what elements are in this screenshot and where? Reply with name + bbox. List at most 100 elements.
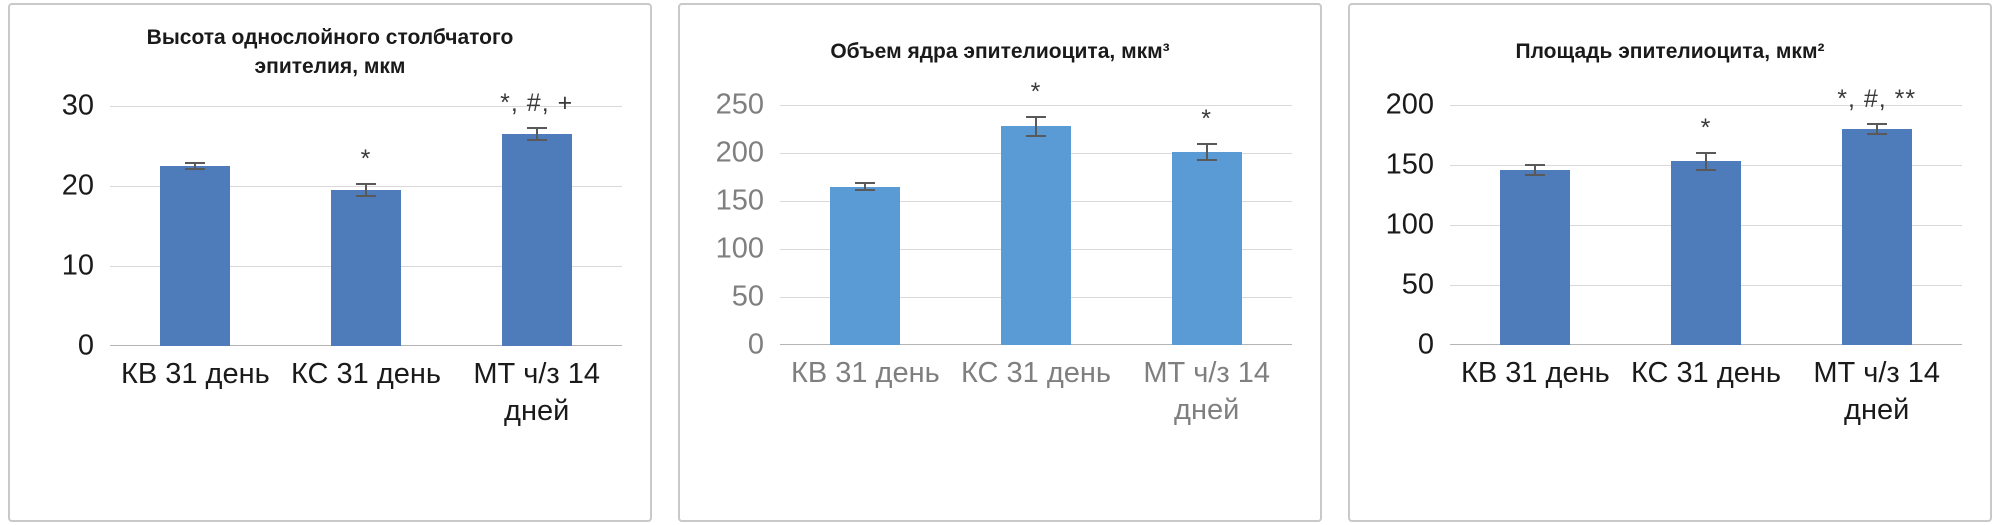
x-category-label: КС 31 день xyxy=(1630,357,1782,389)
error-bar xyxy=(1525,163,1546,176)
y-tick-label: 50 xyxy=(1401,268,1434,301)
error-bar-cap xyxy=(1866,133,1887,135)
y-tick-label: 150 xyxy=(715,184,764,217)
error-bar-cap xyxy=(185,167,206,170)
y-tick-label: 10 xyxy=(61,249,94,282)
bar-columns: * *, #, ** xyxy=(1450,85,1962,345)
y-tick-label: 200 xyxy=(1385,88,1434,121)
error-bar-cap xyxy=(356,182,376,185)
significance-annotation: * xyxy=(360,144,372,173)
error-bar xyxy=(185,161,206,170)
chart-title-text: Высота однослойного столбчатого эпителия… xyxy=(146,26,514,79)
error-bar-stem xyxy=(1534,163,1537,176)
y-tick-label: 30 xyxy=(61,89,94,122)
chart-title-text: Площадь эпителиоцита, мкм² xyxy=(1515,40,1825,64)
x-category-label: МТ ч/з 14 дней xyxy=(473,357,601,427)
bar-column xyxy=(1450,105,1621,345)
error-bar-cap xyxy=(855,181,876,184)
error-bar xyxy=(1866,123,1887,135)
bar-column: * xyxy=(1621,105,1792,345)
x-category-label: КВ 31 день xyxy=(120,357,270,390)
chart-panel-epithelium-height: Высота однослойного столбчатого эпителия… xyxy=(8,3,652,522)
error-bar-stem xyxy=(1705,151,1707,171)
error-bar-cap xyxy=(356,194,376,197)
y-tick-label: 250 xyxy=(715,88,764,121)
x-category-label: МТ ч/з 14 дней xyxy=(1143,357,1271,427)
x-category-label: КС 31 день xyxy=(960,357,1112,389)
bar xyxy=(160,165,231,346)
error-bar xyxy=(855,181,876,192)
error-bar-cap xyxy=(185,161,206,164)
bar-column xyxy=(780,105,951,345)
gridline xyxy=(780,105,1292,106)
error-bar-cap xyxy=(1525,163,1546,166)
y-tick-label: 150 xyxy=(1385,148,1434,181)
y-tick-label: 0 xyxy=(747,328,764,361)
y-tick-label: 0 xyxy=(77,329,94,362)
significance-annotation: * xyxy=(1700,113,1712,142)
error-bar-stem xyxy=(535,126,538,141)
chart-panel-cell-area: Площадь эпителиоцита, мкм² 0 50 100 150 200 *… xyxy=(1348,3,1992,522)
gridline xyxy=(110,105,622,107)
error-bar-stem xyxy=(1875,123,1878,135)
x-axis-labels: КВ 31 день КС 31 день МТ ч/з 14 дней xyxy=(1450,355,1962,429)
bar-column xyxy=(110,106,281,346)
error-bar-stem xyxy=(864,181,867,192)
bar xyxy=(331,189,401,346)
significance-annotation: * xyxy=(1201,105,1213,134)
y-tick-label: 100 xyxy=(1385,208,1434,241)
error-bar-stem xyxy=(194,161,197,170)
error-bar-cap xyxy=(526,126,547,129)
significance-annotation: *, #, ** xyxy=(1837,85,1917,113)
bar-columns: * *, #, + xyxy=(110,89,622,346)
bar xyxy=(501,133,572,346)
chart-area: 0 10 20 30 * *, #, + КВ 31 день КС 31 день МТ ч… xyxy=(62,89,622,430)
bar xyxy=(1671,161,1741,345)
y-tick-label: 20 xyxy=(61,169,94,202)
error-bar-cap xyxy=(1696,168,1716,171)
x-category-label: МТ ч/з 14 дней xyxy=(1813,357,1941,427)
error-bar-cap xyxy=(1026,134,1046,137)
y-tick-label: 100 xyxy=(715,232,764,265)
significance-annotation: *, #, + xyxy=(500,88,574,117)
significance-annotation: * xyxy=(1030,77,1042,106)
error-bar-cap xyxy=(1026,115,1046,118)
chart-title: Объем ядра эпителиоцита, мкм³ xyxy=(680,23,1320,81)
bar xyxy=(1171,152,1242,345)
plot-area: 0 50 100 150 200 250 * * xyxy=(716,78,1292,359)
error-bar-stem xyxy=(1205,143,1208,161)
error-bar-cap xyxy=(855,189,876,192)
plot-area: 0 50 100 150 200 * *, #, ** xyxy=(1386,85,1962,359)
x-axis-labels: КВ 31 день КС 31 день МТ ч/з 14 дней xyxy=(780,355,1292,429)
y-tick-label: 0 xyxy=(1417,328,1434,361)
bar xyxy=(1500,169,1571,345)
chart-area: 0 50 100 150 200 * *, #, ** КВ 31 день КС 31 де… xyxy=(1386,85,1962,429)
error-bar xyxy=(356,182,376,197)
chart-title-text: Объем ядра эпителиоцита, мкм³ xyxy=(830,40,1170,64)
error-bar xyxy=(1026,115,1046,137)
bar xyxy=(1841,129,1912,345)
error-bar-cap xyxy=(1696,151,1716,154)
x-category-label: КВ 31 день xyxy=(790,357,940,389)
chart-title: Площадь эпителиоцита, мкм² xyxy=(1350,23,1990,81)
bar-column: *, #, ** xyxy=(1791,85,1962,345)
error-bar-stem xyxy=(1035,115,1037,137)
error-bar-cap xyxy=(1866,123,1887,125)
bar xyxy=(1001,126,1071,345)
x-category-label: КВ 31 день xyxy=(1460,357,1610,389)
plot-area: 0 10 20 30 * *, #, + xyxy=(62,89,622,360)
error-bar xyxy=(1196,143,1217,161)
y-tick-label: 50 xyxy=(731,280,764,313)
error-bar xyxy=(1696,151,1716,171)
error-bar-cap xyxy=(1196,143,1217,146)
bar-column: * xyxy=(951,78,1122,345)
x-axis-labels: КВ 31 день КС 31 день МТ ч/з 14 дней xyxy=(110,356,622,430)
bar-column: * xyxy=(281,106,452,346)
error-bar-cap xyxy=(526,138,547,141)
bar-column: *, #, + xyxy=(451,89,622,346)
chart-title: Высота однослойного столбчатого эпителия… xyxy=(10,23,650,82)
chart-area: 0 50 100 150 200 250 * * КВ 31 день КС 31 день МТ… xyxy=(716,78,1292,429)
y-tick-label: 200 xyxy=(715,136,764,169)
chart-panel-nucleus-volume: Объем ядра эпителиоцита, мкм³ 0 50 100 150 2… xyxy=(678,3,1322,522)
